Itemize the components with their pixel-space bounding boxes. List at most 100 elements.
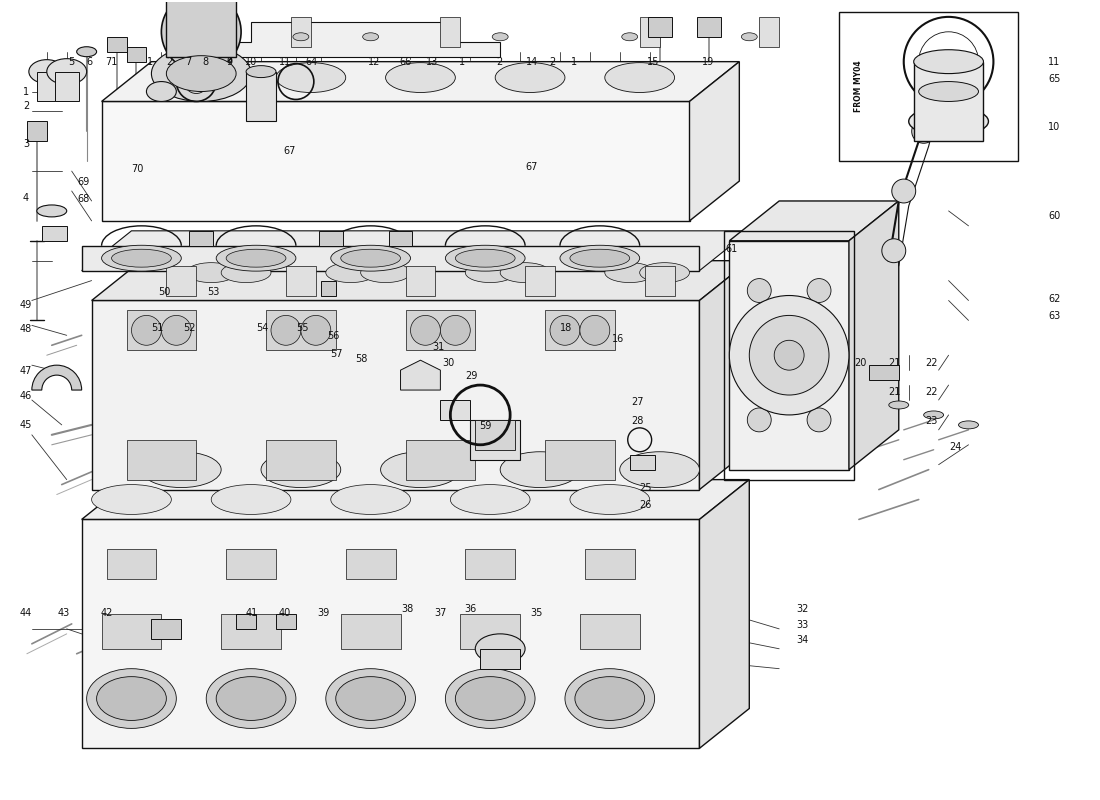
Text: 37: 37 (434, 608, 447, 618)
Ellipse shape (446, 246, 525, 271)
Text: 6: 6 (87, 58, 92, 67)
Text: 14: 14 (526, 58, 539, 67)
Text: 2: 2 (23, 102, 30, 111)
Polygon shape (101, 62, 739, 102)
Polygon shape (81, 246, 700, 270)
Bar (236, 614, 256, 629)
Bar (266, 440, 336, 480)
Bar (221, 614, 280, 649)
Bar (544, 310, 615, 350)
Bar (440, 400, 471, 420)
Bar (406, 266, 436, 295)
Text: 71: 71 (106, 58, 118, 67)
Bar (246, 72, 276, 122)
Text: 63: 63 (1048, 310, 1060, 321)
Ellipse shape (455, 677, 525, 721)
Ellipse shape (146, 82, 176, 102)
Text: 31: 31 (432, 342, 444, 352)
Circle shape (747, 278, 771, 302)
Text: 8: 8 (202, 58, 209, 67)
Ellipse shape (331, 246, 410, 271)
Text: 58: 58 (355, 354, 367, 364)
Bar (525, 266, 556, 295)
Text: 36: 36 (464, 603, 476, 614)
Ellipse shape (386, 62, 455, 93)
Ellipse shape (605, 62, 674, 93)
Ellipse shape (492, 33, 508, 41)
Ellipse shape (166, 56, 236, 91)
Ellipse shape (363, 33, 378, 41)
Ellipse shape (111, 250, 172, 267)
Bar (544, 440, 615, 480)
Bar (406, 310, 475, 350)
Text: 4: 4 (23, 193, 29, 202)
Bar (388, 231, 412, 246)
Text: 29: 29 (465, 371, 477, 381)
Bar (126, 440, 196, 480)
Polygon shape (91, 261, 749, 301)
Polygon shape (729, 201, 899, 241)
Bar (290, 17, 311, 46)
Text: 1: 1 (459, 58, 465, 67)
Text: 47: 47 (20, 366, 32, 375)
Ellipse shape (640, 262, 690, 282)
Ellipse shape (29, 60, 65, 83)
Text: 30: 30 (442, 358, 454, 368)
Bar (321, 281, 336, 295)
Ellipse shape (605, 262, 654, 282)
Text: 2: 2 (496, 58, 503, 67)
Text: 7: 7 (185, 58, 191, 67)
Ellipse shape (580, 315, 609, 346)
Text: 62: 62 (1048, 294, 1060, 304)
Text: 43: 43 (57, 608, 69, 618)
Circle shape (749, 315, 829, 395)
Text: 42: 42 (101, 608, 113, 618)
Text: 2: 2 (549, 58, 556, 67)
Bar (107, 550, 156, 579)
Ellipse shape (455, 250, 515, 267)
Text: 49: 49 (20, 300, 32, 310)
Bar (697, 17, 722, 37)
Ellipse shape (958, 421, 979, 429)
Ellipse shape (570, 250, 629, 267)
Bar (648, 17, 672, 37)
Ellipse shape (575, 677, 645, 721)
Polygon shape (101, 102, 690, 221)
Ellipse shape (217, 246, 296, 271)
Text: FROM MY04: FROM MY04 (854, 61, 862, 112)
Bar (166, 0, 236, 57)
Text: 12: 12 (368, 58, 381, 67)
Ellipse shape (47, 58, 87, 85)
Bar (345, 550, 396, 579)
Ellipse shape (186, 262, 236, 282)
Ellipse shape (91, 485, 172, 514)
Circle shape (747, 318, 771, 342)
Text: 50: 50 (158, 286, 170, 297)
Text: 21: 21 (888, 358, 901, 367)
Bar (869, 365, 899, 380)
Text: 59: 59 (480, 422, 492, 431)
Bar (319, 231, 343, 246)
Ellipse shape (336, 677, 406, 721)
Text: 68: 68 (77, 194, 89, 204)
Ellipse shape (97, 677, 166, 721)
Ellipse shape (77, 46, 97, 57)
Text: 10: 10 (244, 58, 257, 67)
Ellipse shape (918, 82, 979, 102)
Text: 9: 9 (227, 58, 233, 67)
Bar (101, 614, 162, 649)
Bar (440, 17, 460, 46)
Text: 27: 27 (631, 397, 644, 406)
Bar (227, 550, 276, 579)
Ellipse shape (87, 669, 176, 728)
Text: 19: 19 (702, 58, 714, 67)
Ellipse shape (217, 677, 286, 721)
Circle shape (807, 408, 830, 432)
Bar (26, 122, 47, 142)
Bar (152, 619, 182, 639)
Ellipse shape (410, 315, 440, 346)
Bar (276, 614, 296, 629)
Text: 40: 40 (278, 608, 290, 618)
Polygon shape (700, 261, 749, 490)
Text: 24: 24 (949, 442, 961, 452)
